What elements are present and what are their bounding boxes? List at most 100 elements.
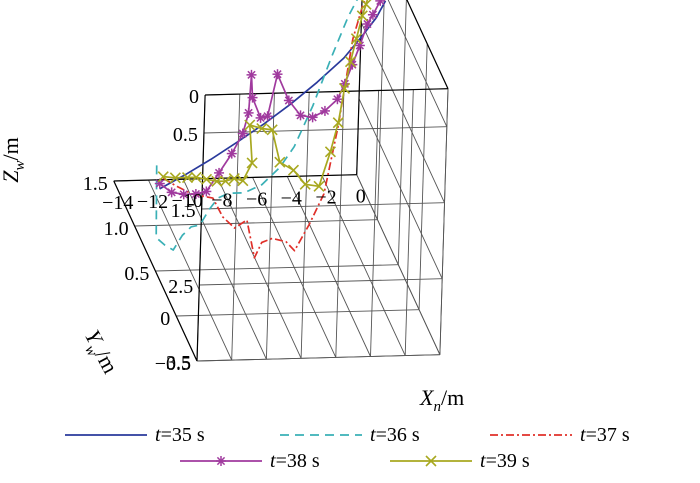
side-wall-gridline <box>360 22 445 203</box>
series-point <box>307 112 318 123</box>
legend-label-var: t <box>370 424 376 446</box>
back-wall-gridline <box>199 278 443 286</box>
legend-label-rest: =38 s <box>276 450 320 472</box>
series-point <box>219 175 232 187</box>
marker-stroke <box>179 190 188 199</box>
series-point <box>344 56 357 68</box>
z-tick-label: 2.5 <box>168 276 193 298</box>
z-tick-label: 0 <box>189 86 199 108</box>
x-tick-label: −8 <box>211 189 232 211</box>
series-point <box>169 172 181 184</box>
axis-label-unit: /m <box>0 137 23 160</box>
series-point <box>190 189 201 200</box>
marker-stroke <box>287 164 300 176</box>
marker-stroke <box>211 175 223 187</box>
marker-stroke <box>296 111 305 120</box>
z-axis-label: Zw/m <box>0 137 28 183</box>
y-tick-label: 1.5 <box>83 173 108 195</box>
series-point <box>283 95 294 106</box>
marker-stroke <box>263 112 272 121</box>
series-line <box>155 0 358 251</box>
floor-gridline <box>176 309 420 317</box>
y-tick-label: 0.5 <box>124 263 149 285</box>
axis-label-var: Z <box>0 170 23 183</box>
chart-grid <box>113 0 449 362</box>
back-wall-gridline <box>201 202 445 210</box>
axis-frame-line <box>205 88 449 96</box>
marker-stroke <box>247 70 256 79</box>
marker-stroke <box>363 19 372 29</box>
marker-stroke <box>368 10 378 19</box>
side-wall-gridline <box>418 43 428 310</box>
series-2 <box>155 0 358 251</box>
z-tick-label: 3.5 <box>166 352 191 374</box>
marker-stroke <box>350 33 362 45</box>
marker-stroke <box>214 168 224 178</box>
series-point <box>350 33 362 45</box>
legend-label-rest: =39 s <box>486 450 530 472</box>
side-wall-gridline <box>397 0 407 265</box>
axis-label-sub: n <box>433 399 441 415</box>
legend-marker <box>425 455 437 467</box>
series-point <box>256 122 268 135</box>
series-point <box>332 94 343 105</box>
marker-stroke <box>313 180 325 192</box>
series-1 <box>159 0 387 190</box>
axis-frame-line <box>196 94 206 362</box>
marker-stroke <box>274 156 286 168</box>
series-point <box>295 110 306 121</box>
series-point <box>247 92 258 103</box>
series-point <box>266 124 278 136</box>
series-point <box>272 69 283 80</box>
series-point <box>262 111 273 122</box>
series-point <box>237 175 249 187</box>
y-tick-label: 0 <box>160 308 170 330</box>
back-wall-gridline <box>300 92 310 359</box>
marker-stroke <box>244 108 253 118</box>
series-point <box>181 171 194 184</box>
legend-label: t=39 s <box>480 450 530 472</box>
series-point <box>367 9 378 20</box>
series-point <box>299 178 311 190</box>
series-point <box>375 0 386 6</box>
series-point <box>157 171 169 183</box>
marker-stroke <box>190 171 202 183</box>
legend-label-var: t <box>480 450 486 472</box>
series-point <box>226 148 237 159</box>
series-line <box>159 0 387 190</box>
marker-stroke <box>238 129 247 138</box>
series-point <box>360 0 372 10</box>
marker-stroke <box>155 179 164 188</box>
y-axis-label: Yw/m <box>75 326 123 380</box>
marker-stroke <box>246 157 258 169</box>
back-wall-gridline <box>265 93 275 360</box>
marker-stroke <box>227 149 236 158</box>
side-wall-gridline <box>356 174 441 355</box>
x-tick-label: −14 <box>102 192 133 214</box>
legend-label: t=36 s <box>370 424 420 446</box>
x-tick-label: 0 <box>356 186 366 208</box>
marker-stroke <box>228 173 240 185</box>
side-wall-gridline <box>439 88 449 355</box>
marker-stroke <box>356 10 368 22</box>
axis-label-var: X <box>419 385 435 410</box>
side-wall-gridline <box>358 98 443 279</box>
axis-label-sub: w <box>12 160 28 170</box>
marker-stroke <box>237 175 249 187</box>
series-point <box>246 157 258 169</box>
marker-stroke <box>200 173 213 185</box>
axis-frame-line <box>406 0 449 89</box>
series-point <box>356 10 368 22</box>
back-wall-gridline <box>231 94 241 361</box>
series-point <box>319 105 330 116</box>
back-wall-gridline <box>335 91 345 358</box>
marker-stroke <box>266 124 278 136</box>
floor-gridline <box>196 354 440 362</box>
chart-legend: t=35 s t=36 s t=37 st=38 s t=39 s <box>65 424 630 472</box>
legend-item: t=37 s <box>490 424 630 446</box>
legend-label-var: t <box>580 424 586 446</box>
marker-stroke <box>320 106 330 116</box>
series-point <box>190 171 202 183</box>
x-tick-label: −2 <box>315 187 336 209</box>
legend-item: t=35 s <box>65 424 205 446</box>
